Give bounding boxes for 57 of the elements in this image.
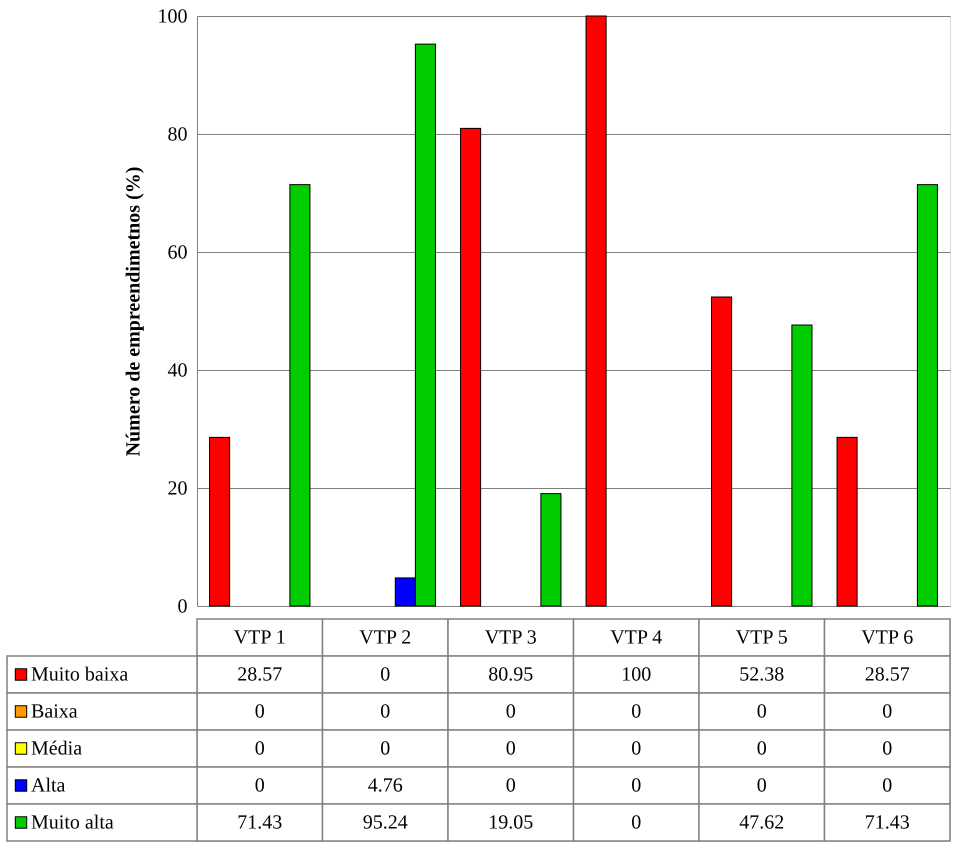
data-label: 28.57	[237, 664, 282, 686]
data-label: 0	[882, 774, 892, 796]
bar	[209, 436, 230, 606]
y-tick-label: 100	[158, 6, 188, 28]
data-label: 0	[631, 738, 642, 760]
bar	[289, 184, 310, 606]
data-label: 28.57	[864, 664, 910, 686]
x-tick-label: VTP 4	[610, 626, 662, 648]
data-label: 0	[756, 700, 767, 722]
x-tick-label: VTP 3	[484, 626, 537, 648]
legend-label: Baixa	[31, 700, 78, 722]
data-label: 0	[631, 774, 642, 796]
bar	[540, 493, 562, 606]
data-label: 0	[380, 738, 390, 760]
y-tick-label: 80	[168, 124, 188, 146]
data-label: 71.43	[237, 812, 282, 834]
y-tick-label: 40	[168, 360, 188, 382]
legend-label: Muito baixa	[31, 664, 128, 686]
x-tick-label: VTP 1	[234, 626, 286, 648]
data-label: 71.43	[864, 812, 910, 834]
y-axis-title: Número de empreendimetnos (%)	[122, 166, 144, 456]
data-label: 0	[380, 664, 390, 686]
data-label: 0	[380, 700, 390, 722]
data-label: 19.05	[488, 812, 534, 834]
data-label: 0	[506, 774, 516, 796]
bar	[791, 324, 812, 606]
data-label: 0	[756, 774, 767, 796]
y-tick-label: 60	[168, 242, 188, 264]
data-label: 52.38	[739, 664, 784, 686]
data-label: 0	[506, 700, 516, 722]
data-label: 0	[631, 812, 642, 834]
data-label: 4.76	[368, 774, 403, 796]
data-label: 100	[621, 664, 652, 686]
data-label: 0	[254, 774, 265, 796]
data-label: 0	[882, 700, 892, 722]
data-label: 80.95	[488, 664, 534, 686]
bar	[711, 296, 732, 606]
y-tick-label: 20	[168, 478, 188, 500]
data-label: 0	[882, 738, 892, 760]
data-label: 0	[254, 700, 265, 722]
x-tick-label: VTP 6	[861, 626, 914, 648]
x-tick-label: VTP 2	[359, 626, 412, 648]
bar	[460, 128, 482, 606]
y-tick-label: 0	[178, 596, 188, 618]
data-label: 95.24	[362, 812, 408, 834]
bar	[836, 436, 858, 606]
data-label: 0	[631, 700, 642, 722]
bar	[916, 184, 938, 606]
data-label: 0	[756, 738, 767, 760]
data-label: 0	[506, 738, 516, 760]
data-label: 47.62	[739, 812, 784, 834]
bar	[586, 16, 607, 606]
legend-label: Muito alta	[31, 812, 114, 834]
legend-label: Média	[31, 738, 82, 760]
x-tick-label: VTP 5	[736, 626, 788, 648]
data-label: 0	[254, 738, 265, 760]
legend-label: Alta	[31, 774, 66, 796]
